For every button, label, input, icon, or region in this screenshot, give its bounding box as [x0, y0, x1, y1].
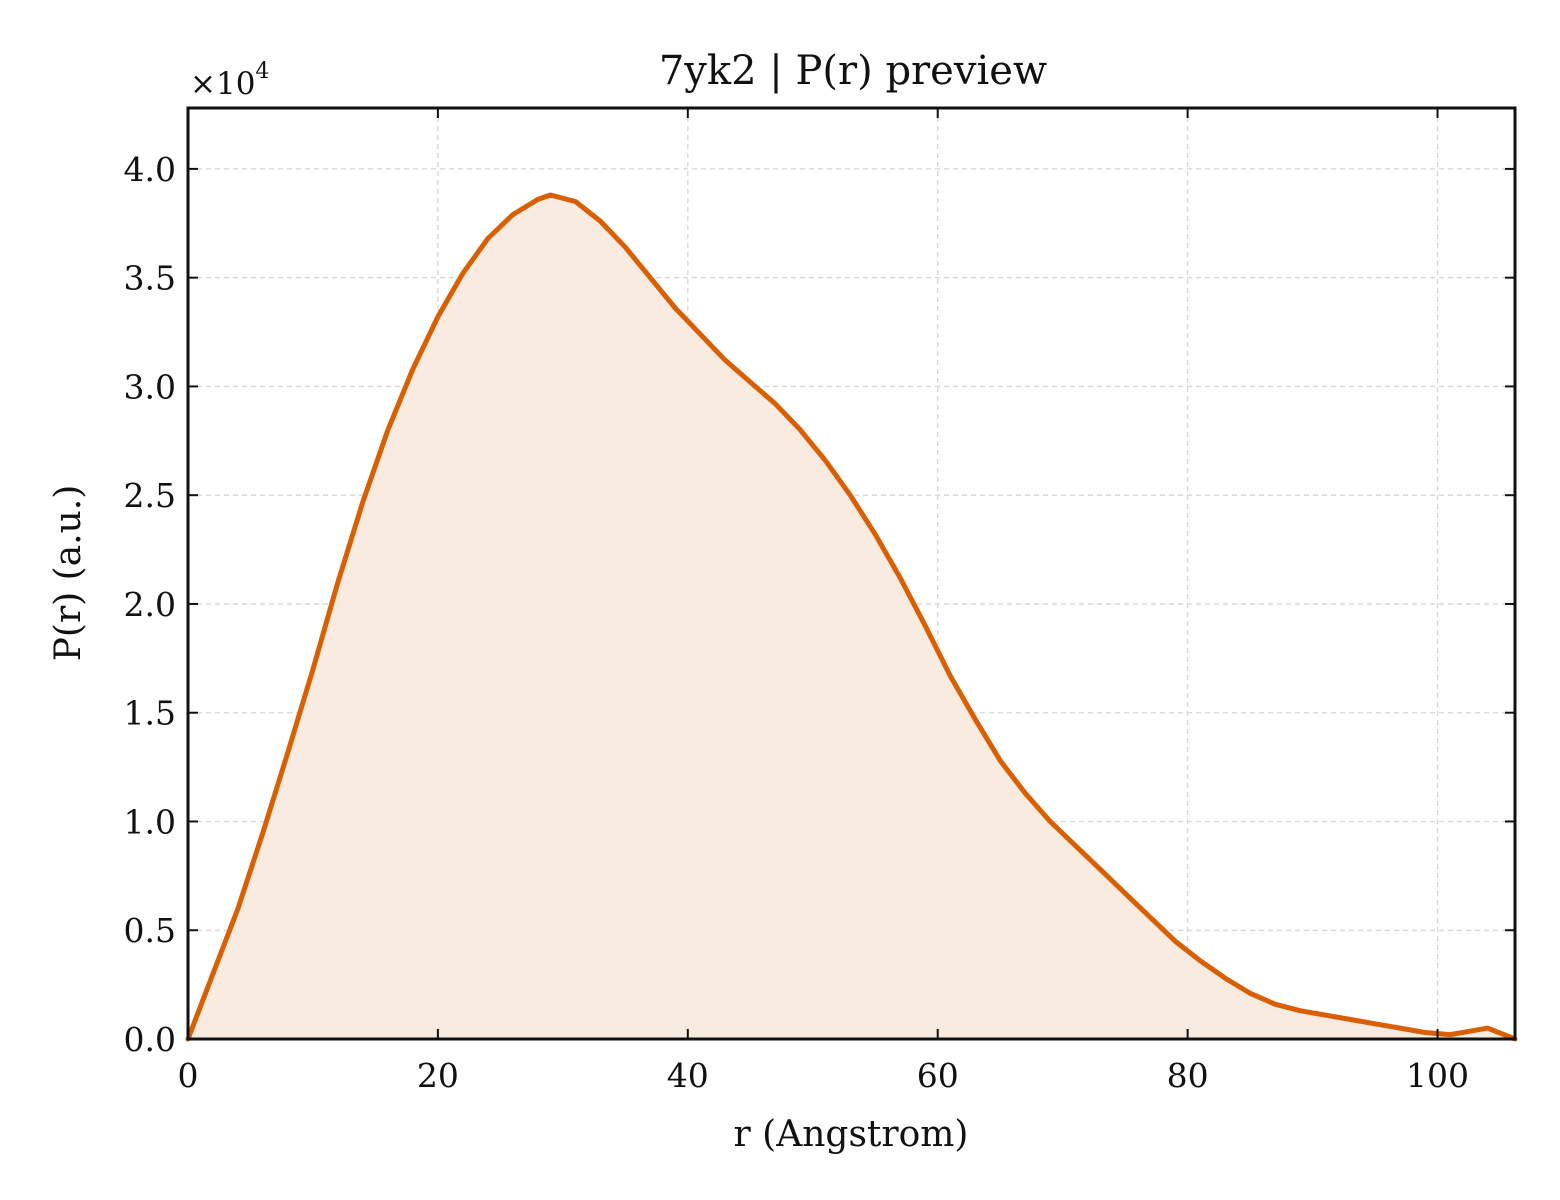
y-tick-label: 1.5	[124, 694, 176, 733]
x-tick-label: 60	[917, 1056, 959, 1095]
x-tick-label: 0	[178, 1056, 199, 1095]
pr-curve-line	[185, 192, 1518, 1042]
data-layer	[185, 192, 1518, 1042]
y-tick-label: 0.5	[124, 911, 176, 950]
y-tick-label: 1.0	[124, 802, 176, 841]
tick-layer: 0 20 40 60 80 100 0.0 0.5 1.0 1.5 2.0 2.5 3.0 3.5 4.0	[124, 108, 1515, 1095]
y-tick-label: 2.0	[124, 585, 176, 624]
pr-area-fill	[188, 195, 1515, 1039]
y-tick-label: 2.5	[124, 476, 176, 515]
y-axis-label: P(r) (a.u.)	[48, 485, 89, 662]
x-tick-label: 20	[417, 1056, 459, 1095]
x-tick-label: 80	[1167, 1056, 1209, 1095]
y-tick-label: 3.5	[124, 259, 176, 298]
y-multiplier: ×104	[190, 59, 269, 102]
x-axis-label: r (Angstrom)	[734, 1114, 969, 1155]
y-tick-label: 0.0	[124, 1020, 176, 1059]
x-tick-label: 100	[1406, 1056, 1469, 1095]
x-tick-label: 40	[667, 1056, 709, 1095]
y-multiplier-base: ×10	[190, 66, 255, 102]
y-tick-label: 4.0	[124, 150, 176, 189]
plot-frame	[186, 106, 1517, 1041]
y-multiplier-exponent: 4	[255, 59, 269, 84]
y-tick-label: 3.0	[124, 367, 176, 406]
chart-title: 7yk2 | P(r) preview	[659, 48, 1047, 94]
